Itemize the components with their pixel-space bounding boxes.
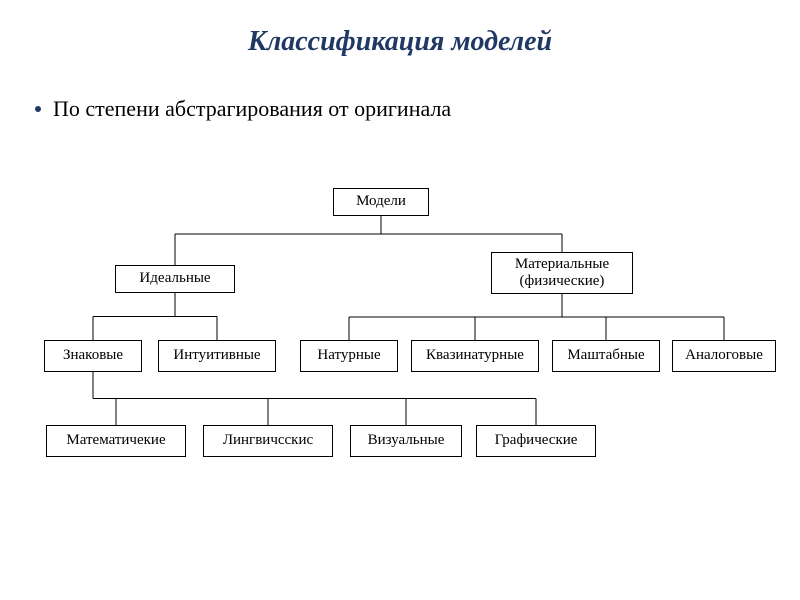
node-vis: Визуальные <box>350 425 462 457</box>
node-math: Математичекие <box>46 425 186 457</box>
tree-diagram: Модели Идеальные Материальные(физические) З… <box>0 0 800 600</box>
node-graf: Графические <box>476 425 596 457</box>
node-kvazi: Квазинатурные <box>411 340 539 372</box>
node-root: Модели <box>333 188 429 216</box>
node-ling: Лингвичсскис <box>203 425 333 457</box>
node-natur: Натурные <box>300 340 398 372</box>
node-mash: Маштабные <box>552 340 660 372</box>
node-ideal: Идеальные <box>115 265 235 293</box>
node-mater: Материальные(физические) <box>491 252 633 294</box>
edges-layer <box>0 0 800 600</box>
node-znak: Знаковые <box>44 340 142 372</box>
node-intuit: Интуитивные <box>158 340 276 372</box>
node-analog: Аналоговые <box>672 340 776 372</box>
slide: Классификация моделей По степени абстраг… <box>0 0 800 600</box>
